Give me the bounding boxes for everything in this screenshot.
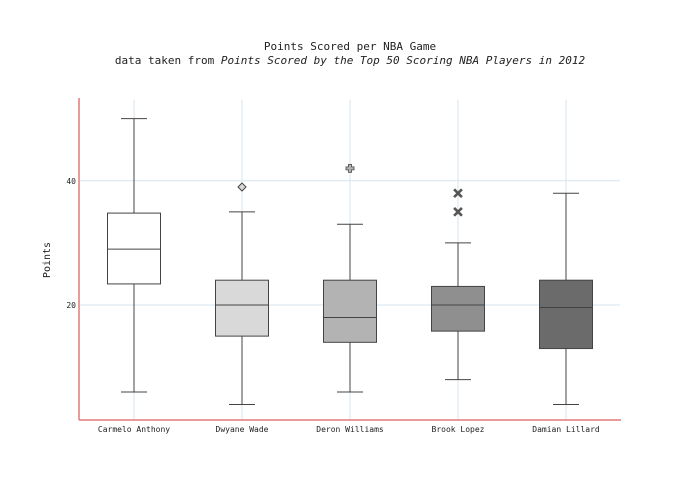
chart-subtitle: data taken from Points Scored by the Top…	[115, 54, 586, 67]
box-iqr	[107, 212, 161, 285]
x-tick-label: Dwyane Wade	[216, 425, 269, 434]
x-tick-label: Damian Lillard	[532, 425, 600, 434]
tick-labels: 20 40 Carmelo Anthony Dwyane Wade Deron Will…	[66, 177, 600, 434]
y-axis-label: Points	[42, 242, 53, 278]
outlier-point	[237, 182, 247, 192]
outlier-point	[453, 188, 463, 199]
box-brook-lopez	[431, 188, 485, 381]
axes	[78, 98, 621, 421]
x-tick-label: Brook Lopez	[432, 425, 485, 434]
subtitle-source: Points Scored by the Top 50 Scoring NBA …	[221, 54, 586, 67]
chart-title: Points Scored per NBA Game	[264, 40, 436, 53]
box-carmelo-anthony	[107, 118, 161, 393]
x-tick-label: Deron Williams	[316, 425, 384, 434]
box-iqr	[215, 279, 269, 337]
box-iqr	[323, 279, 377, 343]
outlier-point	[345, 163, 355, 173]
box-deron-williams	[323, 163, 377, 393]
box-iqr	[431, 285, 485, 332]
subtitle-prefix: data taken from	[115, 54, 221, 67]
outlier-point	[453, 207, 463, 217]
box-dwyane-wade	[215, 182, 269, 405]
box-iqr	[539, 279, 593, 350]
box-damian-lillard	[539, 192, 593, 405]
x-tick-label: Carmelo Anthony	[98, 425, 170, 434]
box-series	[107, 118, 593, 405]
y-tick-label: 20	[66, 301, 76, 310]
y-tick-label: 40	[66, 177, 76, 186]
